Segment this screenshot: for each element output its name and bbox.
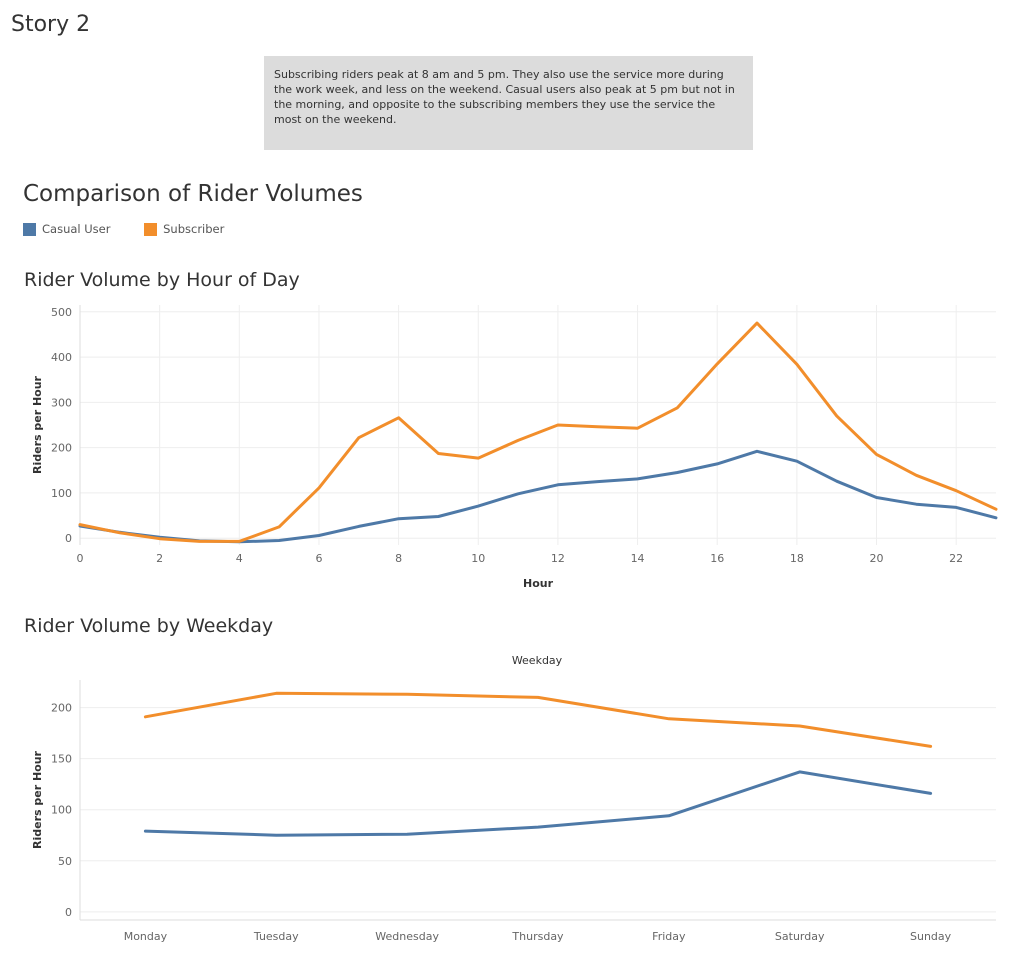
y-tick-label: 0 bbox=[65, 906, 72, 919]
x-tick-label: 2 bbox=[156, 552, 163, 565]
y-tick-label: 500 bbox=[51, 306, 72, 319]
x-tick-label: Friday bbox=[652, 930, 686, 943]
x-tick-label: 22 bbox=[949, 552, 963, 565]
x-tick-label: 12 bbox=[551, 552, 565, 565]
y-tick-label: 200 bbox=[51, 702, 72, 715]
y-tick-label: 50 bbox=[58, 855, 72, 868]
y-tick-label: 100 bbox=[51, 804, 72, 817]
series-line-casual-user bbox=[143, 770, 933, 837]
legend-label-subscriber: Subscriber bbox=[163, 222, 225, 236]
legend-swatch-subscriber bbox=[144, 222, 158, 236]
legend-item-subscriber[interactable]: Subscriber bbox=[144, 222, 224, 236]
y-axis-label: Riders per Hour bbox=[31, 750, 44, 849]
series-line-subscriber bbox=[143, 691, 933, 748]
x-axis-label: Hour bbox=[523, 577, 554, 590]
caption-text: Subscribing riders peak at 8 am and 5 pm… bbox=[274, 68, 735, 126]
legend-swatch-casual-user bbox=[23, 222, 36, 236]
legend[interactable]: Casual User Subscriber bbox=[23, 222, 254, 239]
chart-title-hour: Rider Volume by Hour of Day bbox=[24, 269, 300, 291]
y-axis-label: Riders per Hour bbox=[31, 375, 44, 474]
series-line-casual-user bbox=[78, 449, 998, 544]
y-tick-label: 150 bbox=[51, 753, 72, 766]
x-tick-label: 18 bbox=[790, 552, 804, 565]
legend-item-casual-user[interactable]: Casual User bbox=[23, 222, 110, 236]
story-caption: Subscribing riders peak at 8 am and 5 pm… bbox=[264, 56, 753, 150]
x-tick-label: Saturday bbox=[775, 930, 825, 943]
x-tick-label: 16 bbox=[710, 552, 724, 565]
x-tick-label: Tuesday bbox=[253, 930, 299, 943]
y-tick-label: 200 bbox=[51, 442, 72, 455]
x-tick-label: Monday bbox=[124, 930, 168, 943]
y-tick-label: 400 bbox=[51, 351, 72, 364]
series-line-subscriber bbox=[78, 321, 998, 543]
x-tick-label: 14 bbox=[631, 552, 645, 565]
x-axis-label: Weekday bbox=[512, 654, 563, 667]
chart-title-weekday: Rider Volume by Weekday bbox=[24, 615, 274, 637]
dashboard-title: Comparison of Rider Volumes bbox=[23, 181, 363, 207]
x-tick-label: Wednesday bbox=[375, 930, 439, 943]
x-tick-label: 8 bbox=[395, 552, 402, 565]
x-tick-label: 6 bbox=[315, 552, 322, 565]
y-tick-label: 300 bbox=[51, 396, 72, 409]
x-tick-label: Thursday bbox=[511, 930, 564, 943]
x-tick-label: 10 bbox=[471, 552, 485, 565]
x-tick-label: Sunday bbox=[910, 930, 952, 943]
y-tick-label: 100 bbox=[51, 487, 72, 500]
story-title: Story 2 bbox=[11, 12, 91, 37]
x-tick-label: 20 bbox=[870, 552, 884, 565]
hour-chart[interactable]: 0 100 200 300 400 500 0 2 4 6 8 10 12 14 16 18 20 22 Hour R… bbox=[0, 295, 1015, 595]
y-tick-label: 0 bbox=[65, 532, 72, 545]
legend-label-casual-user: Casual User bbox=[42, 222, 111, 236]
x-tick-label: 0 bbox=[77, 552, 84, 565]
weekday-chart[interactable]: Weekday 0 50 100 150 200 Monday Tuesday Wednesda… bbox=[0, 640, 1015, 960]
x-tick-label: 4 bbox=[236, 552, 243, 565]
